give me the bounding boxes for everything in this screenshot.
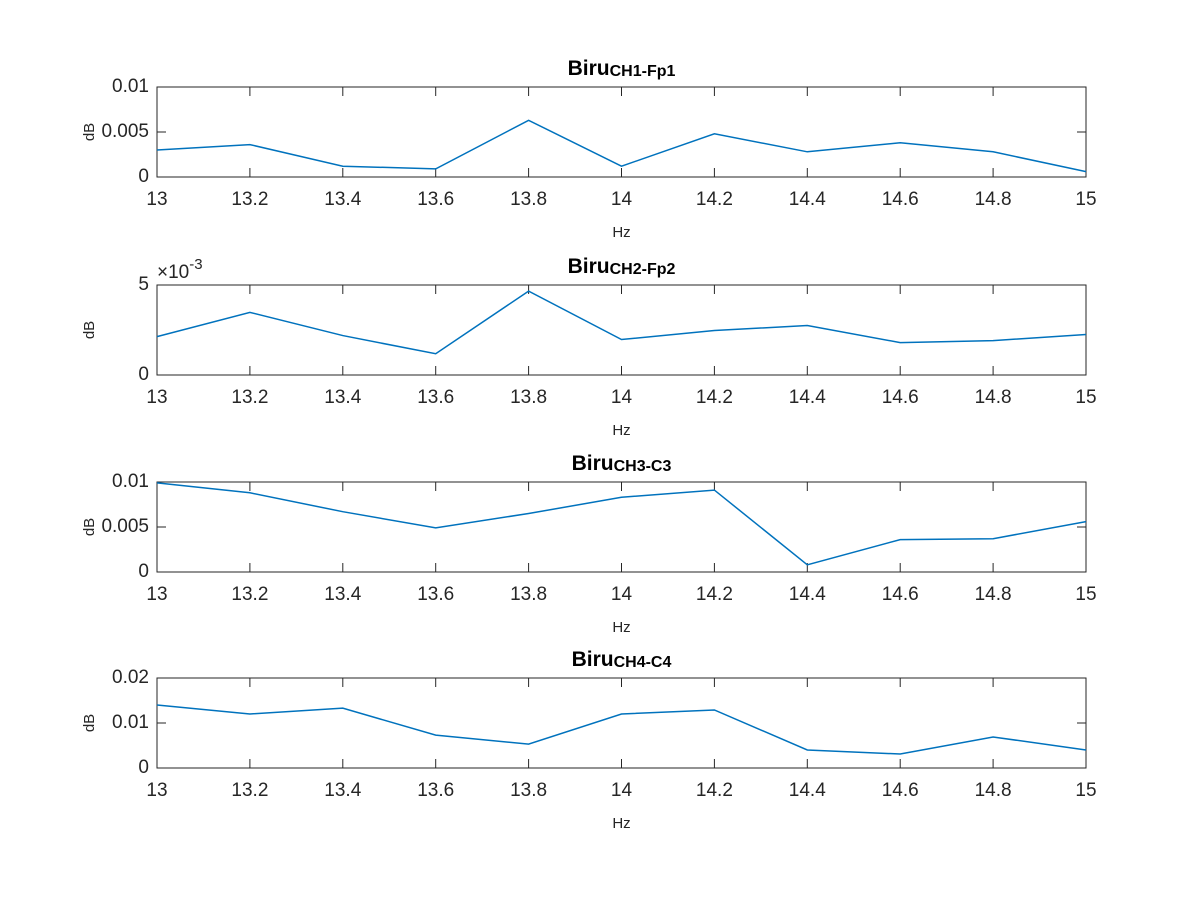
x-axis-label: Hz <box>612 224 630 241</box>
x-tick-label: 14.4 <box>789 780 826 801</box>
x-tick-label: 13.4 <box>324 387 361 408</box>
y-axis-label: dB <box>81 321 98 339</box>
x-tick-label: 13.4 <box>324 189 361 210</box>
data-line <box>156 290 1087 355</box>
x-tick-label: 13 <box>146 584 167 605</box>
y-tick-label: 0.005 <box>101 121 149 142</box>
y-tick-label: 0 <box>138 561 149 582</box>
x-tick-label: 14.6 <box>882 387 919 408</box>
x-tick-label: 13.6 <box>417 387 454 408</box>
y-tick-label: 5 <box>138 274 149 295</box>
x-tick-label: 15 <box>1075 780 1096 801</box>
chart-title-sub: CH1-Fp1 <box>610 63 676 80</box>
data-line <box>156 119 1087 173</box>
chart-title-main: Biru <box>568 57 610 80</box>
x-tick-label: 14 <box>611 387 633 408</box>
x-axis-label: Hz <box>612 815 630 832</box>
chart-title-main: Biru <box>572 648 614 671</box>
x-tick-label: 14 <box>611 584 633 605</box>
x-axis-label: Hz <box>612 422 630 439</box>
x-tick-label: 14.6 <box>882 189 919 210</box>
x-tick-label: 13 <box>146 780 167 801</box>
y-tick-label: 0.02 <box>112 667 149 688</box>
x-tick-label: 13.8 <box>510 780 547 801</box>
x-tick-label: 14.2 <box>696 387 733 408</box>
x-tick-label: 13.2 <box>231 387 268 408</box>
x-axis-label: Hz <box>612 619 630 636</box>
y-tick-label: 0 <box>138 757 149 778</box>
x-tick-label: 13.2 <box>231 780 268 801</box>
x-tick-label: 14.4 <box>789 189 826 210</box>
x-tick-label: 14.4 <box>789 387 826 408</box>
chart-title-main: Biru <box>568 255 610 278</box>
x-tick-label: 15 <box>1075 387 1096 408</box>
x-tick-label: 15 <box>1075 189 1096 210</box>
x-tick-label: 13.2 <box>231 189 268 210</box>
x-tick-label: 14 <box>611 189 633 210</box>
y-tick-label: 0.005 <box>101 516 149 537</box>
y-tick-label: 0.01 <box>112 471 149 492</box>
chart-title: BiruCH2-Fp2 <box>568 255 676 279</box>
x-tick-label: 13.8 <box>510 584 547 605</box>
x-tick-label: 14.8 <box>975 780 1012 801</box>
y-tick-label: 0.01 <box>112 76 149 97</box>
x-tick-label: 15 <box>1075 584 1096 605</box>
x-tick-label: 13.6 <box>417 189 454 210</box>
x-tick-label: 13 <box>146 387 167 408</box>
x-tick-label: 14.2 <box>696 189 733 210</box>
x-tick-label: 13 <box>146 189 167 210</box>
x-tick-label: 14.8 <box>975 387 1012 408</box>
y-tick-label: 0.01 <box>112 712 149 733</box>
y-tick-label: 0 <box>138 166 149 187</box>
x-tick-label: 13.8 <box>510 189 547 210</box>
x-tick-label: 14.4 <box>789 584 826 605</box>
y-multiplier-base: ×10 <box>157 262 189 283</box>
x-tick-label: 13.2 <box>231 584 268 605</box>
chart-title-sub: CH3-C3 <box>614 458 672 475</box>
y-multiplier: ×10-3 <box>157 256 203 283</box>
x-tick-label: 13.6 <box>417 780 454 801</box>
x-tick-label: 13.4 <box>324 584 361 605</box>
y-axis-label: dB <box>81 123 98 141</box>
x-tick-label: 14.8 <box>975 189 1012 210</box>
axes-box <box>156 86 1087 178</box>
axes-box <box>156 284 1087 376</box>
x-tick-label: 14 <box>611 780 633 801</box>
y-multiplier-power: -3 <box>189 256 202 273</box>
axes-box <box>156 481 1087 573</box>
x-tick-label: 14.2 <box>696 780 733 801</box>
x-tick-label: 13.4 <box>324 780 361 801</box>
data-line <box>156 482 1087 566</box>
axes-box <box>156 677 1087 769</box>
x-tick-label: 14.2 <box>696 584 733 605</box>
chart-title-sub: CH2-Fp2 <box>610 261 676 278</box>
chart-title: BiruCH4-C4 <box>572 648 672 672</box>
x-tick-label: 13.8 <box>510 387 547 408</box>
chart-title: BiruCH3-C3 <box>572 452 672 476</box>
chart-title-main: Biru <box>572 452 614 475</box>
y-axis-label: dB <box>81 518 98 536</box>
chart-title: BiruCH1-Fp1 <box>568 57 676 81</box>
x-tick-label: 14.6 <box>882 780 919 801</box>
x-tick-label: 13.6 <box>417 584 454 605</box>
y-tick-label: 0 <box>138 364 149 385</box>
chart-title-sub: CH4-C4 <box>614 654 672 671</box>
y-axis-label: dB <box>81 714 98 732</box>
data-line <box>156 704 1087 755</box>
x-tick-label: 14.6 <box>882 584 919 605</box>
x-tick-label: 14.8 <box>975 584 1012 605</box>
